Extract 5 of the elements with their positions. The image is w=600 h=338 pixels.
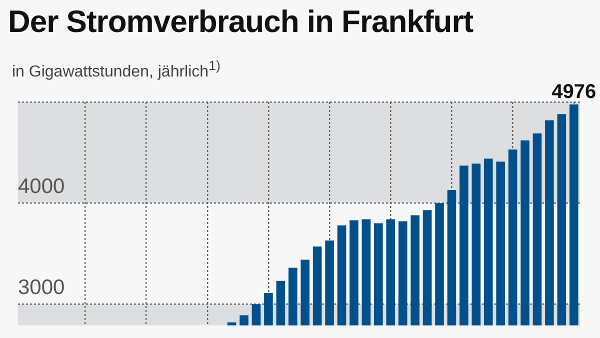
data-label: 4976 [552, 80, 596, 103]
chart-subtitle: in Gigawattstunden, jährlich$^{1)}$ [12, 58, 220, 82]
y-tick-label: 3000 [18, 276, 65, 299]
chart-title: Der Stromverbrauch in Frankfurt [8, 4, 474, 40]
y-tick-label: 4000 [18, 174, 65, 198]
